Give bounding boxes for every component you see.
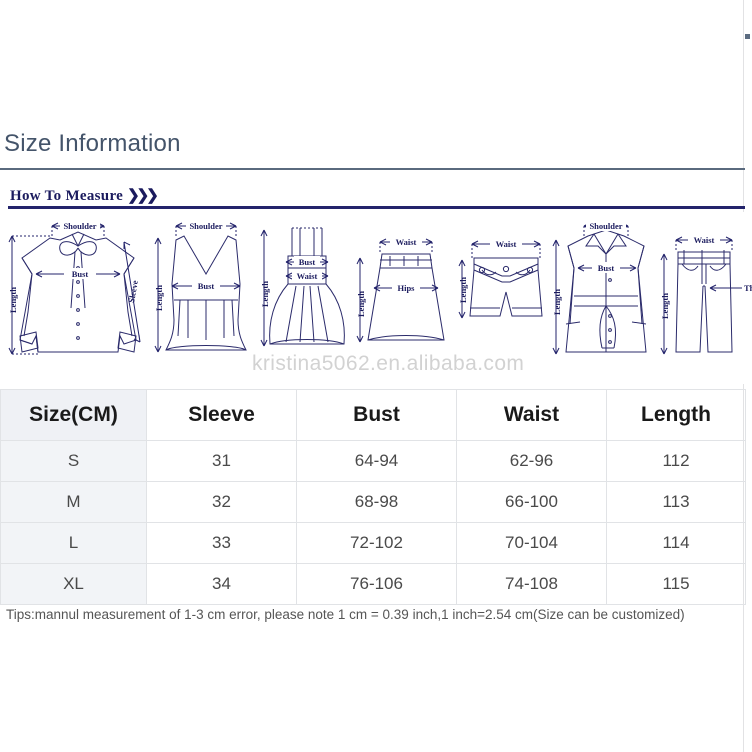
label-length: Length: [8, 287, 18, 313]
cell-sleeve: 31: [146, 440, 297, 482]
how-to-measure-heading: How To Measure ❯❯❯: [10, 186, 159, 205]
cell-bust: 72-102: [296, 522, 457, 564]
label-waist: Waist: [694, 235, 715, 245]
label-length: Length: [660, 293, 670, 319]
label-shoulder: Shoulder: [189, 221, 222, 231]
label-sleeve: Sleeve: [126, 279, 140, 303]
label-length: Length: [552, 289, 562, 315]
label-waist: Waist: [396, 237, 417, 247]
tips-note: Tips:mannul measurement of 1-3 cm error,…: [6, 607, 685, 622]
column-header-sleeve: Sleeve: [146, 389, 297, 441]
cell-bust: 64-94: [296, 440, 457, 482]
cell-size: M: [0, 481, 147, 523]
figure-skirt: Waist Hips Length: [352, 212, 458, 384]
cell-size: XL: [0, 563, 147, 605]
figure-camisole: Shoulder Bust Length: [150, 212, 262, 384]
scrollbar-marker[interactable]: [745, 34, 750, 39]
table-row: L 33 72-102 70-104 114: [0, 522, 746, 564]
cell-length: 112: [606, 440, 746, 482]
column-header-waist: Waist: [456, 389, 607, 441]
label-length: Length: [260, 281, 270, 307]
page-title: Size Information: [4, 130, 181, 157]
table-row: M 32 68-98 66-100 113: [0, 481, 746, 523]
label-length: Length: [458, 277, 468, 303]
cell-sleeve: 33: [146, 522, 297, 564]
label-shoulder: Shoulder: [589, 221, 622, 231]
column-header-length: Length: [606, 389, 746, 441]
size-chart-table: Size(CM) Sleeve Bust Waist Length S 31 6…: [0, 389, 746, 605]
measurement-illustrations: Shoulder Bust Length Sleeve: [0, 212, 752, 384]
cell-bust: 76-106: [296, 563, 457, 605]
table-row: S 31 64-94 62-96 112: [0, 440, 746, 482]
figure-trousers: Waist Thigh Length: [656, 212, 752, 384]
cell-length: 115: [606, 563, 746, 605]
figure-blouse: Shoulder Bust Length Sleeve: [2, 212, 154, 384]
label-bust: Bust: [598, 263, 615, 273]
column-header-bust: Bust: [296, 389, 457, 441]
cell-size: L: [0, 522, 147, 564]
cell-sleeve: 32: [146, 481, 297, 523]
label-waist: Waist: [496, 239, 517, 249]
label-thigh: Thigh: [744, 283, 752, 293]
label-hips: Hips: [397, 283, 415, 293]
cell-waist: 70-104: [456, 522, 607, 564]
chevron-right-icon: ❯❯❯: [127, 188, 159, 204]
cell-sleeve: 34: [146, 563, 297, 605]
how-to-measure-label: How To Measure: [10, 188, 124, 204]
label-length: Length: [154, 285, 164, 311]
cell-waist: 66-100: [456, 481, 607, 523]
cell-size: S: [0, 440, 147, 482]
how-to-measure-divider: [8, 206, 745, 209]
figure-coat: Shoulder Bust Length: [548, 212, 664, 384]
title-divider: [0, 168, 745, 170]
watermark: kristina5062.en.alibaba.com: [252, 352, 525, 375]
label-bust: Bust: [198, 281, 215, 291]
column-header-size: Size(CM): [0, 389, 147, 441]
label-bust: Bust: [72, 269, 89, 279]
label-waist: Waist: [297, 271, 318, 281]
cell-waist: 62-96: [456, 440, 607, 482]
table-row: XL 34 76-106 74-108 115: [0, 563, 746, 605]
figure-shorts: Waist Length: [452, 212, 560, 384]
cell-bust: 68-98: [296, 481, 457, 523]
table-header-row: Size(CM) Sleeve Bust Waist Length: [0, 389, 746, 441]
cell-length: 114: [606, 522, 746, 564]
label-shoulder: Shoulder: [63, 221, 96, 231]
figure-dress: Bust Waist Length: [258, 212, 356, 384]
cell-length: 113: [606, 481, 746, 523]
label-bust: Bust: [299, 257, 316, 267]
label-length: Length: [356, 291, 366, 317]
cell-waist: 74-108: [456, 563, 607, 605]
